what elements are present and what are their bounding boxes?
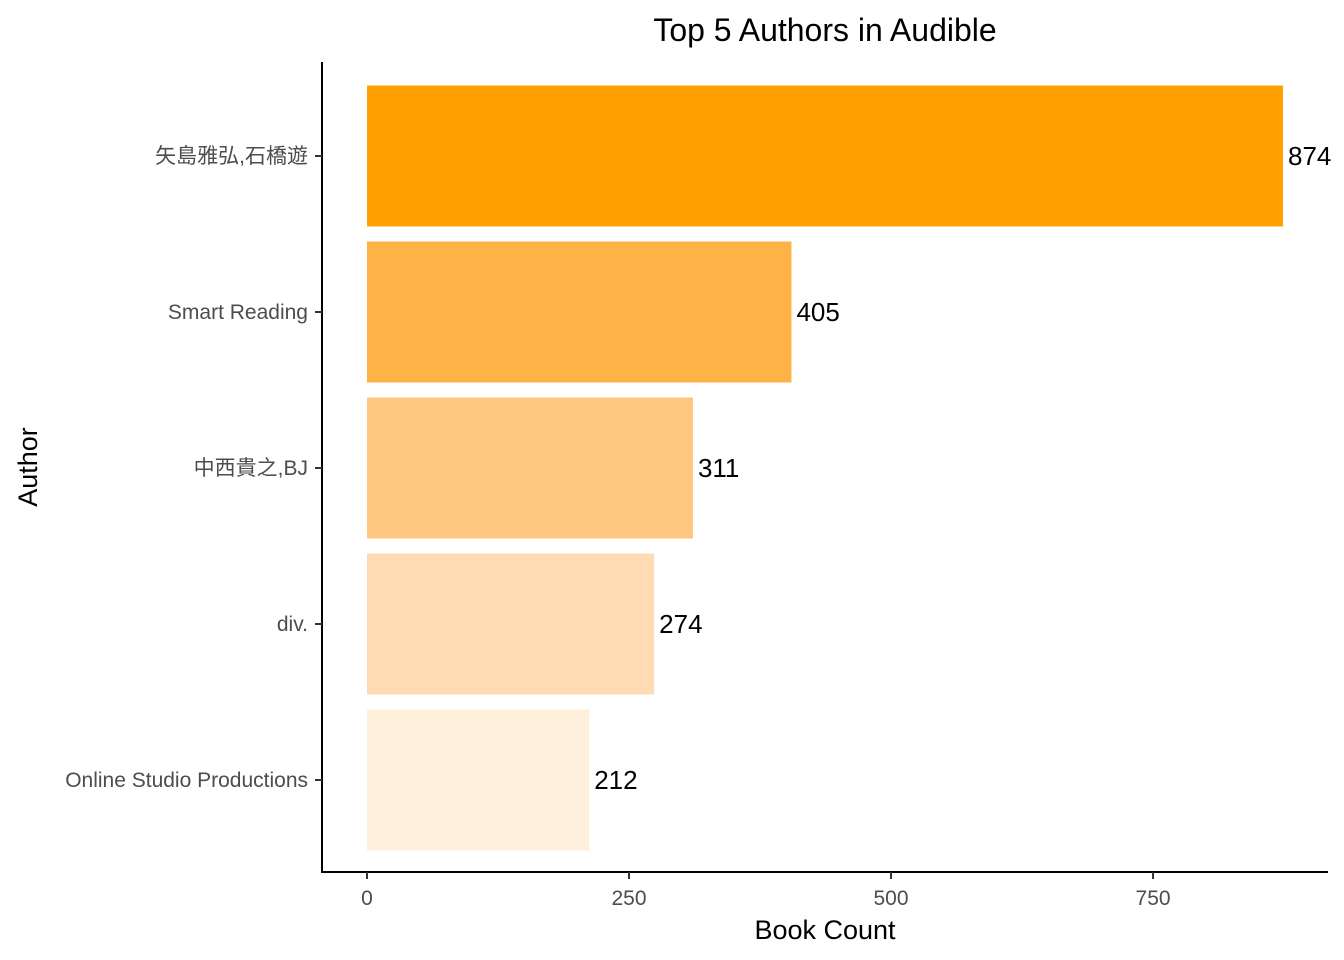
bar <box>367 709 590 851</box>
x-tick-label: 250 <box>611 887 646 910</box>
x-tick-label: 0 <box>361 887 373 910</box>
y-axis-title: Author <box>13 427 43 507</box>
bar <box>367 85 1283 227</box>
x-tick-label: 500 <box>874 887 909 910</box>
x-axis-ticks: 0 250 500 750 <box>361 872 1171 910</box>
data-label: 405 <box>796 297 839 327</box>
y-tick-label: div. <box>277 613 308 636</box>
data-label: 274 <box>659 609 702 639</box>
data-labels-group: 874 405 311 274 212 <box>594 141 1331 795</box>
y-tick-label: 矢島雅弘,石橋遊 <box>155 145 308 168</box>
bar <box>367 397 693 539</box>
x-axis-title: Book Count <box>754 915 896 945</box>
y-axis-ticks: 矢島雅弘,石橋遊 Smart Reading 中西貴之,BJ div. Online S… <box>65 145 322 792</box>
y-tick-label: Online Studio Productions <box>65 769 308 792</box>
y-tick-label: Smart Reading <box>168 301 308 324</box>
bars-group <box>367 85 1283 851</box>
y-tick-label: 中西貴之,BJ <box>194 457 308 480</box>
data-label: 874 <box>1288 141 1331 171</box>
bar <box>367 241 792 383</box>
x-tick-label: 750 <box>1136 887 1171 910</box>
data-label: 212 <box>594 765 637 795</box>
bar <box>367 553 655 695</box>
data-label: 311 <box>698 453 739 483</box>
chart-title: Top 5 Authors in Audible <box>653 12 996 48</box>
